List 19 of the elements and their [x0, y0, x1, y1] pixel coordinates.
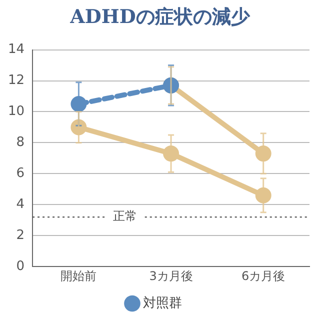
y-tick-label: 10	[8, 104, 25, 120]
y-tick-label: 2	[16, 228, 25, 244]
legend-label: 対照群	[142, 294, 182, 311]
point	[70, 119, 87, 136]
y-tick-label: 4	[16, 197, 25, 212]
x-tick-label: 開始前	[60, 268, 97, 283]
chart-title: ADHDの症状の減少	[69, 5, 252, 30]
ref-line-label: 正常	[112, 209, 137, 224]
x-tick-label: 3カ月後	[149, 268, 193, 283]
x-tick-label: 6カ月後	[242, 268, 286, 283]
point	[255, 146, 272, 162]
y-tick-label: 14	[8, 42, 25, 58]
y-tick-label: 8	[16, 135, 25, 150]
y-tick-label: 6	[16, 166, 25, 182]
y-tick-label: 0	[16, 258, 25, 274]
point	[255, 187, 272, 204]
point	[163, 146, 180, 162]
point	[70, 96, 87, 112]
y-tick-label: 12	[8, 73, 25, 88]
